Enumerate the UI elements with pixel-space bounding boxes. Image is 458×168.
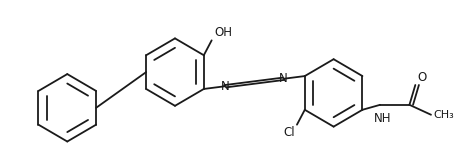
Text: Cl: Cl xyxy=(283,126,294,139)
Text: OH: OH xyxy=(214,26,232,39)
Text: N: N xyxy=(221,80,229,93)
Text: CH₃: CH₃ xyxy=(433,110,454,120)
Text: N: N xyxy=(279,72,288,85)
Text: NH: NH xyxy=(374,112,391,125)
Text: O: O xyxy=(418,71,427,84)
